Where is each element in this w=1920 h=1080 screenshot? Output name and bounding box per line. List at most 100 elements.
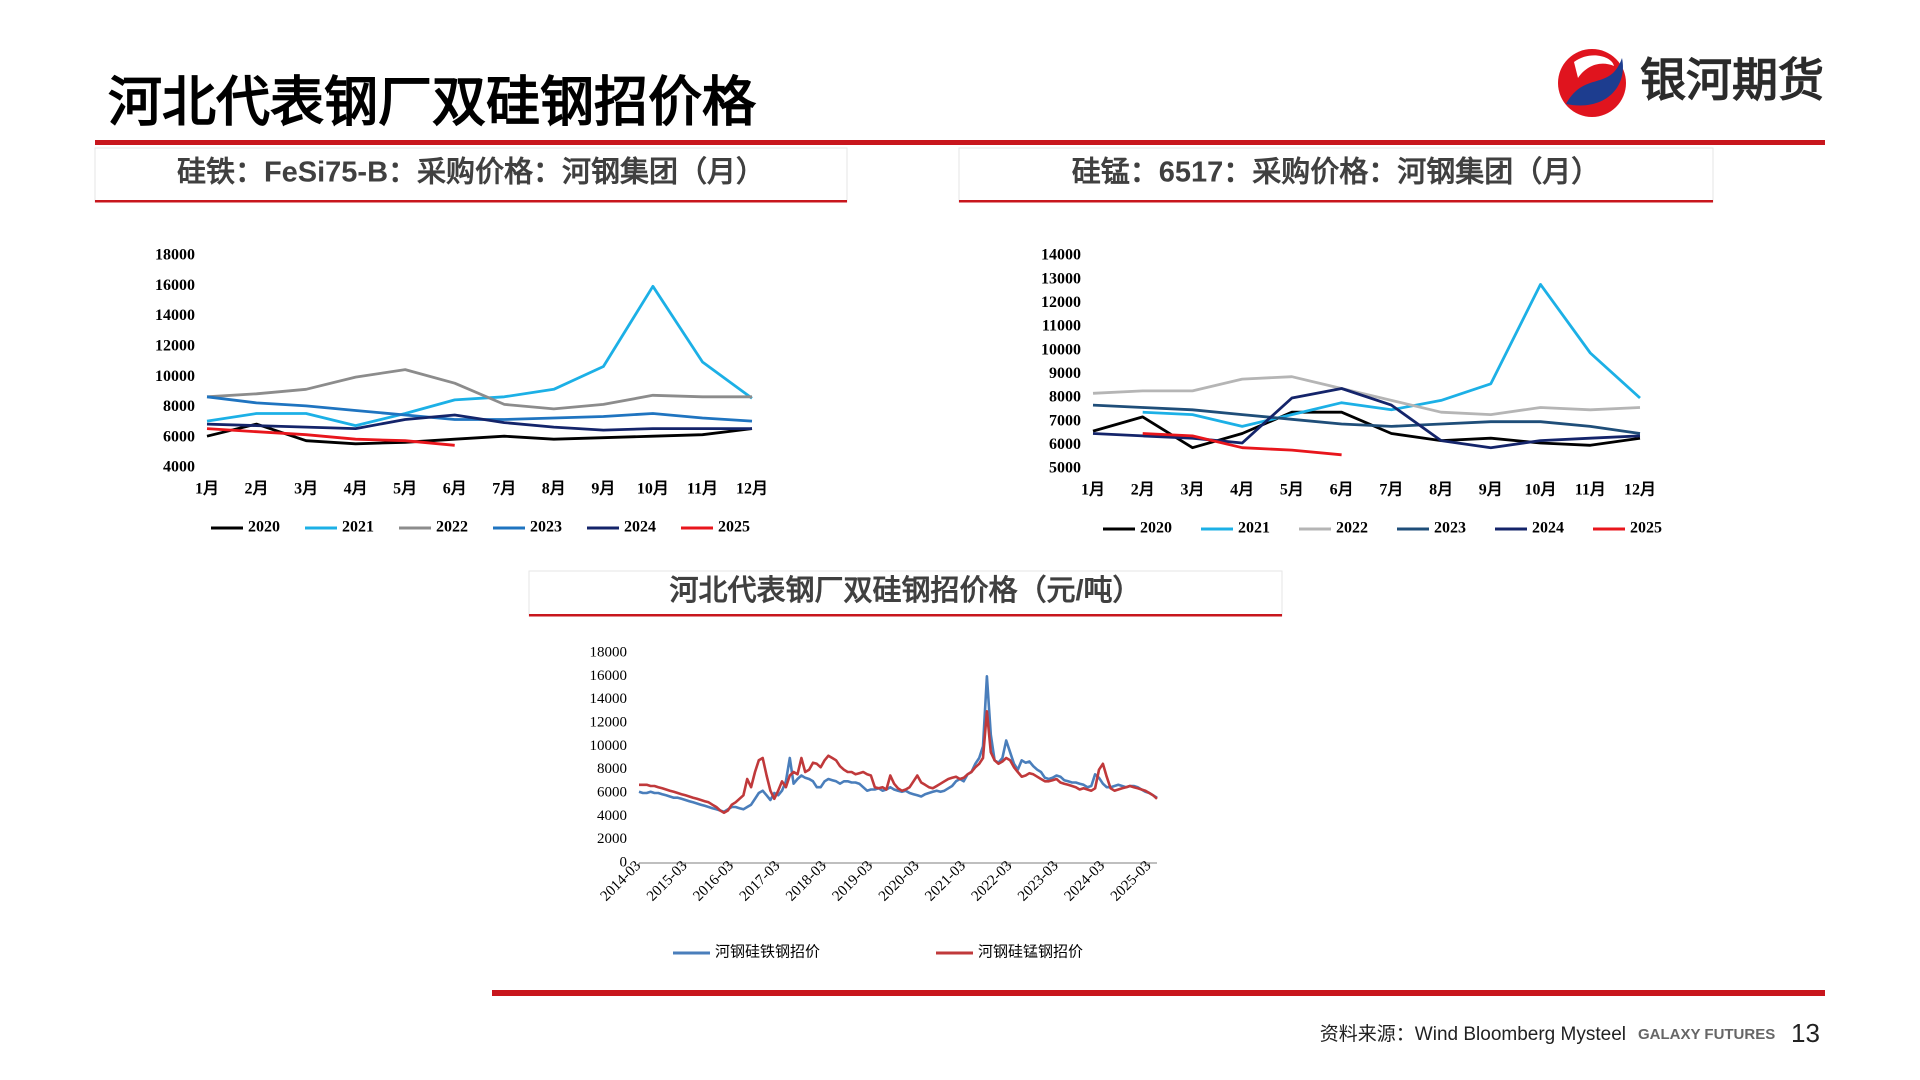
footer-rule bbox=[492, 990, 1825, 996]
chart-title: 硅锰：6517：采购价格：河钢集团（月） bbox=[1072, 155, 1601, 189]
x-tick-label: 2017-03 bbox=[737, 858, 784, 905]
y-tick-label: 14000 bbox=[1041, 247, 1081, 264]
legend-label: 2023 bbox=[530, 519, 562, 536]
chart-header-box bbox=[94, 147, 848, 203]
x-tick-label: 1月 bbox=[195, 480, 219, 498]
legend-label: 2025 bbox=[1630, 520, 1662, 537]
legend-label: 2022 bbox=[436, 519, 468, 536]
legend-label: 2022 bbox=[1336, 520, 1368, 537]
x-tick-label: 3月 bbox=[1180, 481, 1204, 499]
series-line bbox=[638, 675, 1158, 813]
legend-label: 2023 bbox=[1434, 520, 1466, 537]
y-tick-label: 12000 bbox=[1041, 294, 1081, 311]
logo-highlight bbox=[1574, 55, 1614, 78]
x-tick-label: 2020-03 bbox=[876, 858, 923, 905]
x-tick-label: 2025-03 bbox=[1108, 858, 1155, 905]
x-tick-label: 9月 bbox=[591, 480, 615, 498]
page-number: 13 bbox=[1791, 1018, 1820, 1048]
x-tick-label: 11月 bbox=[687, 480, 718, 498]
y-tick-label: 2000 bbox=[597, 831, 627, 847]
series-line bbox=[1092, 375, 1641, 416]
x-tick-label: 3月 bbox=[294, 480, 318, 498]
series-line bbox=[1142, 283, 1641, 428]
x-tick-label: 2月 bbox=[1131, 481, 1155, 499]
series-line bbox=[1142, 432, 1342, 457]
x-tick-label: 2019-03 bbox=[830, 858, 877, 905]
series-line bbox=[206, 427, 455, 447]
y-tick-label: 6000 bbox=[1049, 436, 1081, 453]
chart-title: 河北代表钢厂双硅钢招价格（元/吨） bbox=[669, 574, 1141, 607]
x-tick-label: 2022-03 bbox=[969, 858, 1016, 905]
x-tick-label: 12月 bbox=[736, 480, 768, 498]
y-tick-label: 16000 bbox=[590, 668, 628, 684]
y-tick-label: 7000 bbox=[1049, 412, 1081, 429]
x-tick-label: 10月 bbox=[1525, 481, 1557, 499]
chart-header-rule bbox=[529, 614, 1282, 617]
logo-text: 银河期货 bbox=[1640, 54, 1824, 106]
title-rule bbox=[95, 140, 1825, 145]
x-tick-label: 12月 bbox=[1624, 481, 1656, 499]
x-tick-label: 9月 bbox=[1479, 481, 1503, 499]
source-note: 资料来源：Wind Bloomberg Mysteel bbox=[1320, 1023, 1626, 1045]
x-tick-label: 7月 bbox=[492, 480, 516, 498]
chart-title: 硅铁：FeSi75-B：采购价格：河钢集团（月） bbox=[177, 155, 765, 189]
legend-label: 2021 bbox=[1238, 520, 1270, 537]
y-tick-label: 4000 bbox=[163, 459, 195, 476]
y-tick-label: 0 bbox=[620, 854, 628, 870]
y-tick-label: 8000 bbox=[163, 398, 195, 415]
series-line bbox=[639, 710, 1158, 815]
y-tick-label: 18000 bbox=[590, 644, 628, 660]
y-tick-label: 10000 bbox=[1041, 341, 1081, 358]
x-tick-label: 2015-03 bbox=[644, 858, 691, 905]
x-tick-label: 1月 bbox=[1081, 481, 1105, 499]
y-tick-label: 5000 bbox=[1049, 460, 1081, 477]
x-tick-label: 8月 bbox=[1429, 481, 1453, 499]
chart-header-box bbox=[528, 570, 1283, 617]
chart-header-rule bbox=[959, 200, 1713, 203]
x-tick-label: 2024-03 bbox=[1061, 858, 1108, 905]
y-tick-label: 9000 bbox=[1049, 365, 1081, 382]
legend-label: 2020 bbox=[1140, 520, 1172, 537]
x-tick-label: 2021-03 bbox=[922, 858, 969, 905]
logo-swoosh bbox=[1566, 58, 1623, 106]
series-line bbox=[206, 368, 752, 411]
x-tick-label: 4月 bbox=[344, 480, 368, 498]
legend-label: 河钢硅锰钢招价 bbox=[978, 943, 1083, 960]
x-tick-label: 2016-03 bbox=[690, 858, 737, 905]
series-line bbox=[206, 284, 753, 427]
logo-icon bbox=[1558, 49, 1626, 117]
y-tick-label: 13000 bbox=[1041, 270, 1081, 287]
y-tick-label: 10000 bbox=[590, 738, 628, 754]
legend-label: 2025 bbox=[718, 519, 750, 536]
y-tick-label: 14000 bbox=[590, 691, 628, 707]
x-tick-label: 11月 bbox=[1575, 481, 1606, 499]
y-tick-label: 18000 bbox=[155, 247, 195, 264]
y-tick-label: 12000 bbox=[590, 714, 628, 730]
series-line bbox=[206, 413, 752, 432]
y-tick-label: 10000 bbox=[155, 368, 195, 385]
y-tick-label: 8000 bbox=[597, 761, 627, 777]
series-line bbox=[1092, 410, 1641, 450]
series-line bbox=[1092, 387, 1641, 450]
slide-title: 河北代表钢厂双硅钢招价格 bbox=[108, 72, 757, 132]
x-tick-label: 6月 bbox=[1330, 481, 1354, 499]
y-tick-label: 12000 bbox=[155, 338, 195, 355]
series-line bbox=[1092, 403, 1641, 435]
y-tick-label: 14000 bbox=[155, 307, 195, 324]
brand-text: GALAXY FUTURES bbox=[1638, 1026, 1775, 1043]
x-tick-label: 7月 bbox=[1379, 481, 1403, 499]
series-line bbox=[206, 422, 753, 446]
legend-label: 2024 bbox=[1532, 520, 1564, 537]
y-tick-label: 6000 bbox=[597, 784, 627, 800]
x-tick-label: 4月 bbox=[1230, 481, 1254, 499]
legend-label: 2021 bbox=[342, 519, 374, 536]
x-tick-label: 2018-03 bbox=[783, 858, 830, 905]
legend-label: 河钢硅铁钢招价 bbox=[715, 943, 820, 960]
x-tick-label: 8月 bbox=[542, 480, 566, 498]
y-tick-label: 16000 bbox=[155, 277, 195, 294]
x-tick-label: 10月 bbox=[637, 480, 669, 498]
y-tick-label: 6000 bbox=[163, 428, 195, 445]
x-tick-label: 5月 bbox=[1280, 481, 1304, 499]
chart-header-rule bbox=[95, 200, 847, 203]
